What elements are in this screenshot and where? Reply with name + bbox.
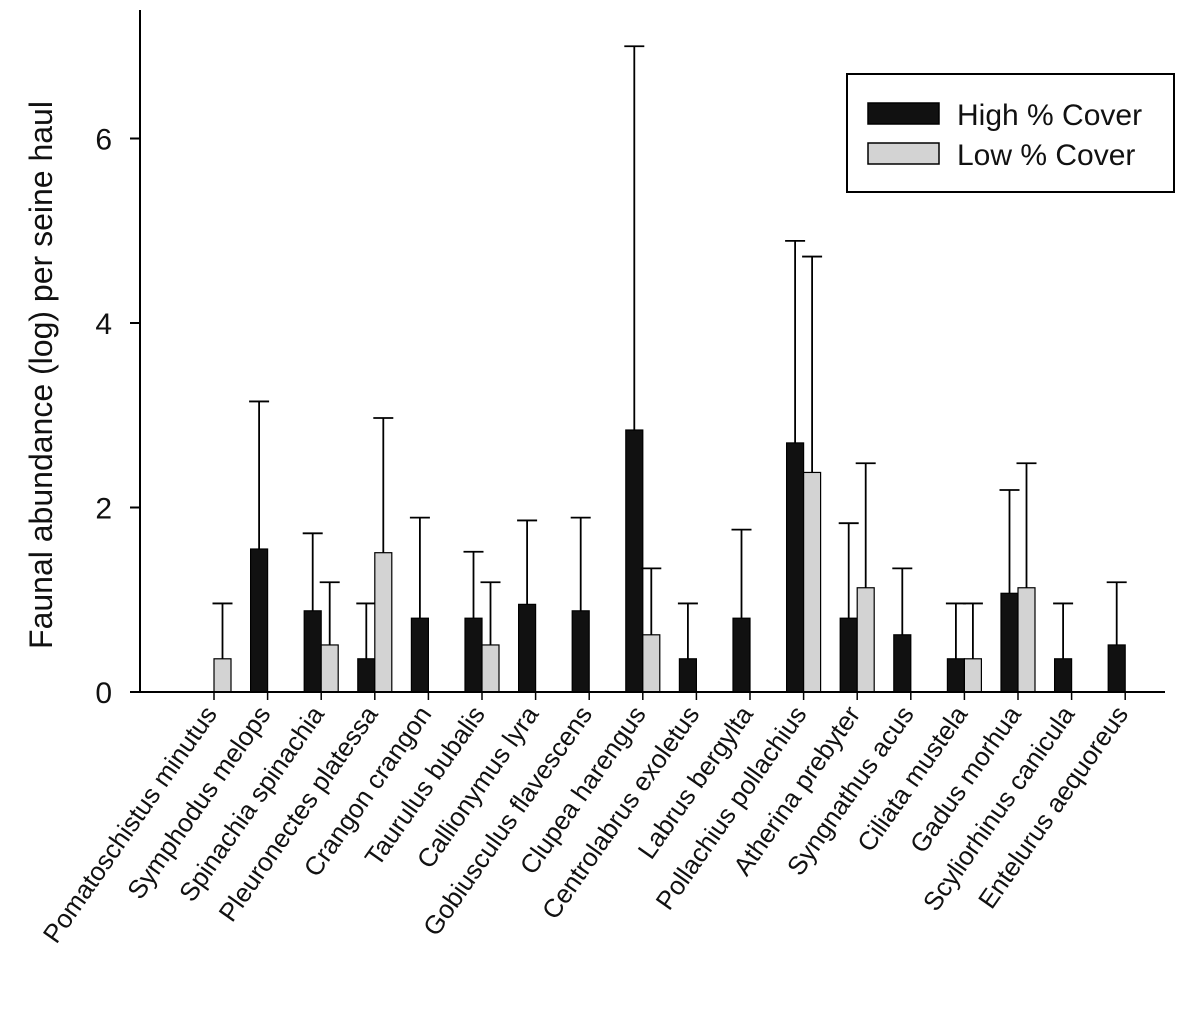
bar-high-cover-spinachia-spinachia	[303, 610, 322, 693]
bar-high-cover-pollachius-pollachius	[785, 442, 805, 693]
y-ticks: 0 2 4 6	[95, 124, 140, 710]
y-tick-label: 4	[95, 308, 112, 341]
bar-low-cover-atherina-prebyter	[856, 587, 875, 693]
bar-high-cover-gadus-morhua	[1000, 592, 1019, 693]
legend-label-high-cover: High % Cover	[957, 99, 1142, 132]
y-tick-label: 2	[95, 493, 112, 526]
bar-high-cover-taurulus-bubalis	[464, 617, 483, 693]
bar-high-cover-clupea-harengus	[625, 429, 644, 693]
legend-label-low-cover: Low % Cover	[957, 139, 1135, 172]
bar-high-cover-labrus-bergylta	[732, 617, 751, 693]
bar-high-cover-syngnathus-acus	[893, 634, 912, 693]
bar-high-cover-callionymus-lyra	[517, 603, 537, 693]
bar-low-cover-clupea-harengus	[642, 634, 661, 693]
bar-high-cover-symphodus-melops	[250, 548, 269, 693]
bar-low-cover-spinachia-spinachia	[320, 644, 339, 693]
legend: High % Cover Low % Cover	[846, 73, 1175, 193]
bar-high-cover-ciliata-mustela	[946, 658, 966, 693]
bar-low-cover-pollachius-pollachius	[802, 471, 822, 693]
bar-low-cover-taurulus-bubalis	[481, 644, 500, 693]
bar-high-cover-pleuronectes-platessa	[357, 658, 376, 693]
bar-high-cover-centrolabrus-exoletus	[678, 658, 698, 693]
bar-high-cover-scyliorhinus-canicula	[1053, 658, 1073, 693]
bar-low-cover-ciliata-mustela	[963, 658, 983, 693]
y-tick-label: 6	[95, 124, 112, 157]
legend-swatch-low-cover	[867, 142, 940, 165]
axes-layer	[139, 10, 1165, 693]
y-tick-label: 0	[95, 677, 112, 710]
bar-high-cover-crangon-crangon	[410, 617, 429, 693]
bar-low-cover-pleuronectes-platessa	[374, 552, 393, 693]
bar-high-cover-atherina-prebyter	[839, 617, 858, 693]
bar-high-cover-gobiusculus-flavescens	[571, 610, 590, 693]
bar-low-cover-gadus-morhua	[1017, 587, 1036, 693]
legend-box	[846, 73, 1175, 193]
bar-low-cover-pomatoschistus-minutus	[213, 658, 232, 693]
legend-swatch-high-cover	[867, 102, 940, 125]
bar-high-cover-entelurus-aequoreus	[1107, 644, 1126, 693]
y-axis-label: Faunal abundance (log) per seine haul	[23, 101, 59, 649]
